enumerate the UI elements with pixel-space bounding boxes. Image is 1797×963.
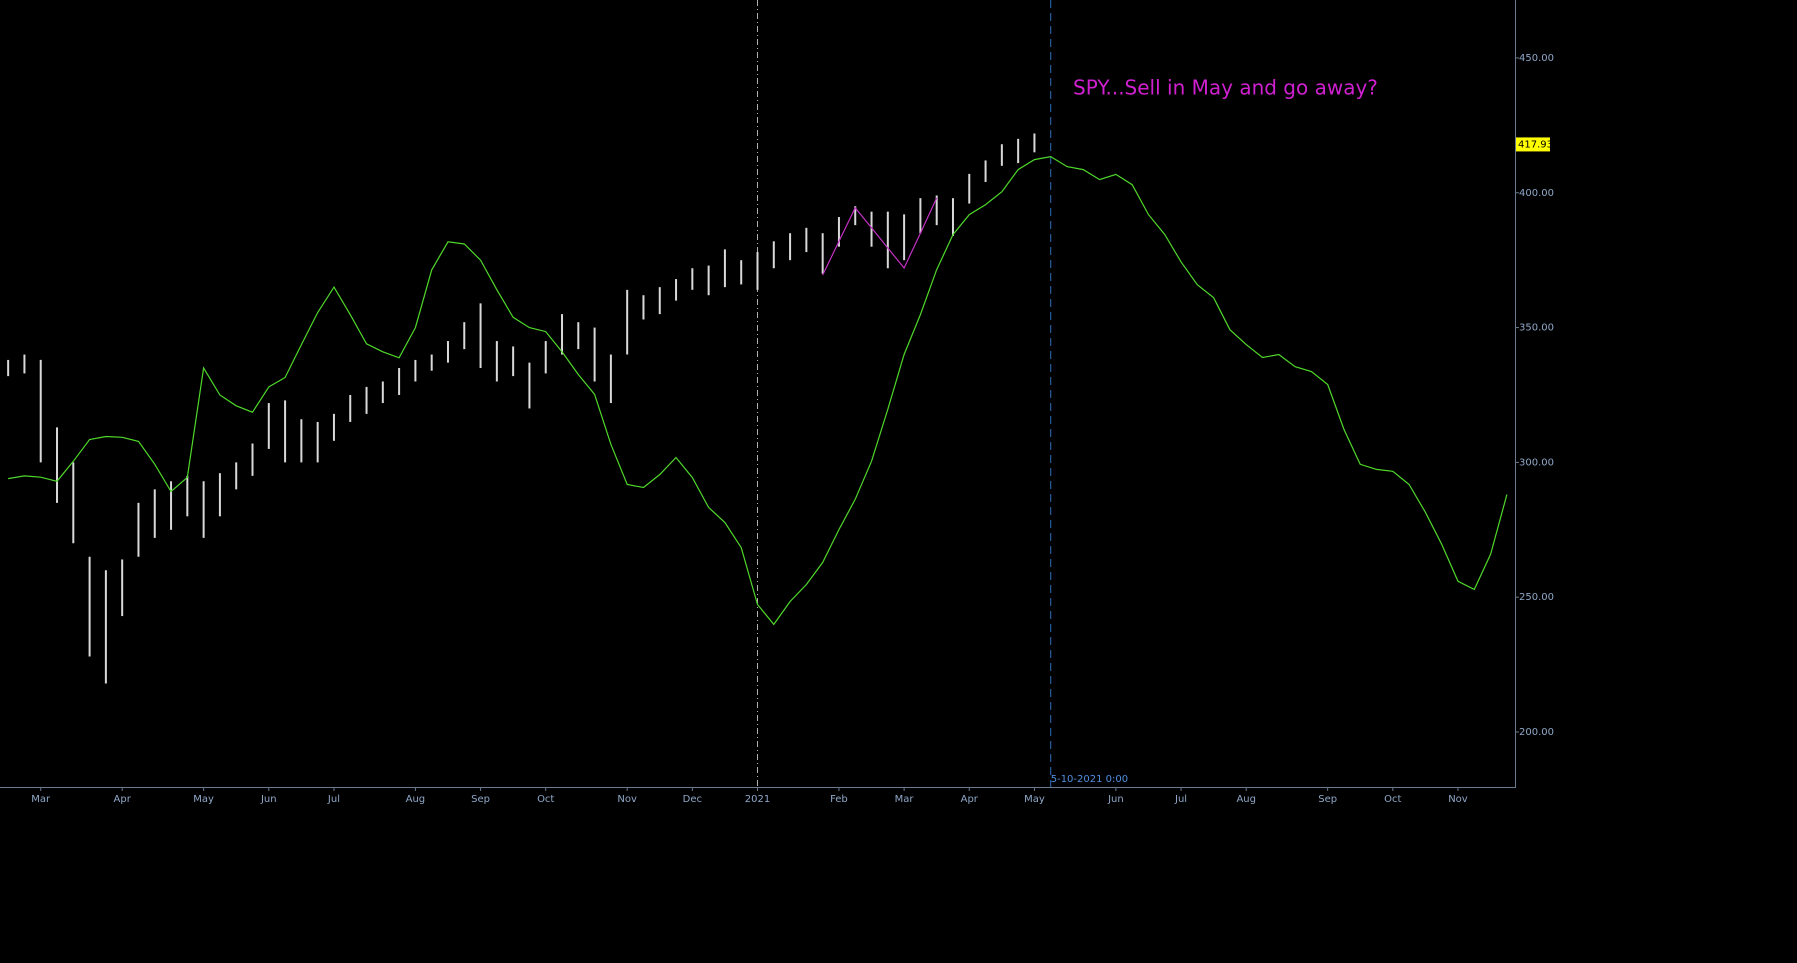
- y-tick-label: 450.00: [1519, 53, 1554, 64]
- x-tick-label: Jun: [260, 794, 277, 805]
- x-tick-label: Jul: [1174, 794, 1187, 805]
- y-tick-label: 400.00: [1519, 188, 1554, 199]
- x-tick-label: Mar: [895, 794, 915, 805]
- y-tick-label: 300.00: [1519, 457, 1554, 468]
- x-tick-label: Sep: [471, 794, 490, 805]
- x-tick-label: Jul: [327, 794, 340, 805]
- x-tick-label: Jun: [1107, 794, 1124, 805]
- x-tick-label: Oct: [537, 794, 554, 805]
- x-tick-label: Nov: [1448, 794, 1468, 805]
- price-tag-label: 417.93: [1518, 139, 1553, 150]
- x-tick-label: Aug: [1236, 794, 1256, 805]
- x-tick-label: Apr: [114, 794, 132, 805]
- x-tick-label: May: [193, 794, 214, 805]
- x-tick-label: Dec: [683, 794, 702, 805]
- annotation: SPY...Sell in May and go away?: [1073, 76, 1378, 100]
- x-tick-label: Aug: [406, 794, 426, 805]
- price-tag: [1516, 137, 1550, 152]
- cycle-line: [8, 155, 1508, 626]
- x-tick-label: Sep: [1318, 794, 1337, 805]
- pattern-line: [822, 197, 938, 276]
- x-tick-label: Apr: [961, 794, 979, 805]
- x-tick-label: 2021: [745, 794, 770, 805]
- event-label: 5-10-2021 0:00: [1051, 774, 1128, 785]
- x-tick-label: Feb: [830, 794, 848, 805]
- x-tick-label: Oct: [1384, 794, 1401, 805]
- y-tick-label: 200.00: [1519, 727, 1554, 738]
- y-tick-label: 350.00: [1519, 323, 1554, 334]
- x-tick-label: Nov: [617, 794, 637, 805]
- x-tick-label: May: [1024, 794, 1045, 805]
- x-tick-label: Mar: [31, 794, 51, 805]
- y-tick-label: 250.00: [1519, 592, 1554, 603]
